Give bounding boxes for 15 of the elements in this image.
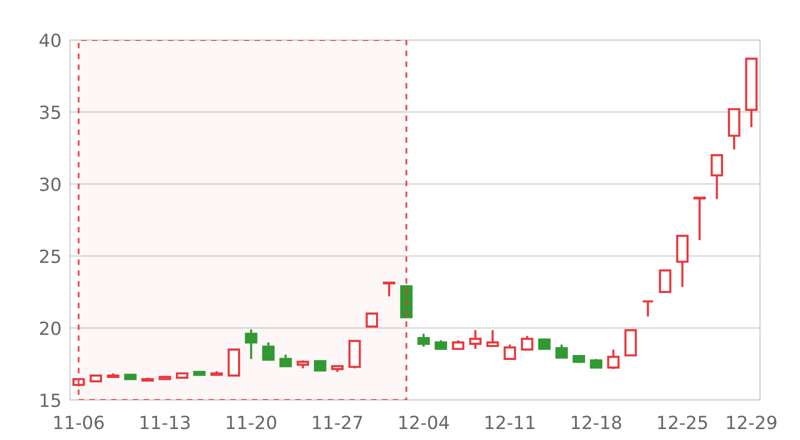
x-tick-label: 12-25 — [658, 416, 708, 430]
x-tick-label: 11-06 — [54, 416, 104, 430]
y-tick-label: 20 — [40, 321, 60, 336]
x-tick-label: 12-18 — [572, 416, 622, 430]
y-tick-label: 40 — [40, 33, 60, 48]
y-tick-label: 15 — [40, 394, 60, 408]
y-tick-label: 25 — [40, 249, 60, 264]
y-tick-label: 35 — [40, 105, 60, 120]
x-tick-label: 12-11 — [486, 416, 534, 429]
y-tick-label: 30 — [40, 177, 60, 192]
x-tick-label: 12-04 — [399, 416, 449, 430]
x-tick-label: 11-13 — [140, 416, 190, 430]
x-tick-label: 12-29 — [727, 416, 776, 430]
x-tick-label: 11-20 — [226, 416, 276, 430]
x-tick-label: 11-27 — [313, 416, 362, 429]
